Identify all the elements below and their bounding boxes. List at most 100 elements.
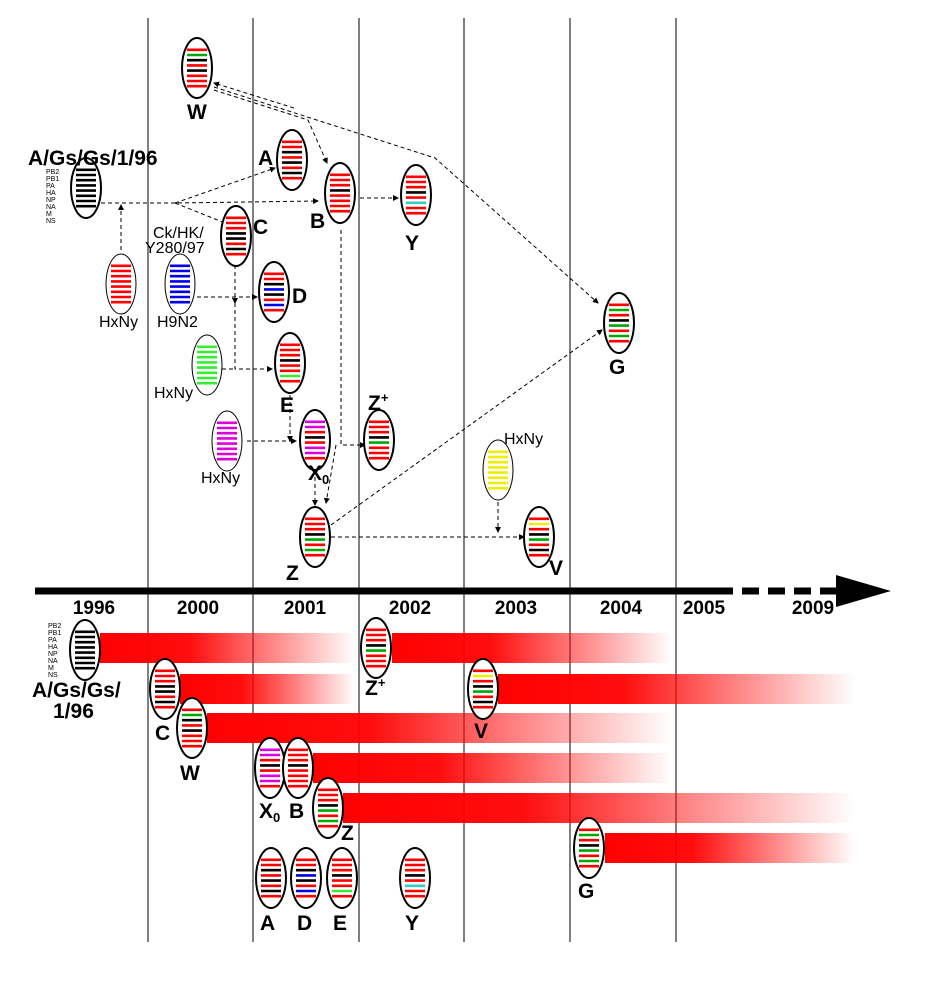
- year-label: 2005: [683, 598, 726, 619]
- oval-outline: [274, 332, 306, 394]
- g-bottom-label: G: [578, 880, 594, 903]
- virus-oval-z: [299, 506, 331, 568]
- zplus-label: Z+: [368, 390, 389, 415]
- year-label: 2009: [792, 598, 834, 619]
- year-label: 2003: [495, 598, 537, 619]
- virus-oval-y: [399, 847, 431, 909]
- virus-oval-agsgs: [70, 157, 102, 219]
- oval-outline: [220, 205, 252, 267]
- year-label: 2000: [177, 598, 219, 619]
- v-label: V: [549, 557, 563, 580]
- virus-oval-h9n2: [164, 253, 196, 315]
- oval-outline: [299, 409, 331, 471]
- virus-oval-zplus: [363, 409, 395, 471]
- oval-outline: [149, 658, 181, 720]
- lineage-bars: [100, 633, 855, 863]
- segment-name: PB1: [48, 630, 61, 637]
- year-grid-lines: [147, 18, 677, 942]
- d-label: D: [292, 285, 307, 308]
- oval-outline: [70, 157, 102, 219]
- labels-bottom: A/Gs/Gs/ 1/96 Z+ C V W X0 B Z G A D E Y: [32, 675, 594, 935]
- virus-oval-zplus: [360, 617, 392, 679]
- timeline-axis: [35, 575, 891, 607]
- h9n2-label: H9N2: [157, 314, 198, 331]
- arrow-to-w: [213, 81, 295, 109]
- ck-label-line1: Ck/HK/: [153, 225, 204, 242]
- hxny-label: HxNy: [99, 314, 138, 331]
- oval-outline: [211, 410, 243, 472]
- oval-outline: [360, 617, 392, 679]
- zplus-superscript: +: [381, 390, 389, 405]
- year-label: 2004: [600, 598, 643, 619]
- oval-outline: [282, 737, 314, 799]
- labels-top: A/Gs/Gs/1/96 HxNy Ck/HK/ Y280/97 H9N2 Hx…: [28, 101, 625, 585]
- segment-name: M: [48, 665, 54, 672]
- virus-oval-z: [312, 777, 344, 839]
- oval-outline: [482, 439, 514, 501]
- oval-outline: [603, 292, 635, 354]
- a-bottom-label: A: [260, 912, 275, 935]
- z-bottom-label: Z: [341, 822, 354, 845]
- x0-bottom-letter: X: [259, 800, 273, 823]
- oval-outline: [164, 253, 196, 315]
- oval-outline: [176, 697, 208, 759]
- oval-outline: [276, 129, 308, 191]
- segment-names-bottom: PB2 PB1 PA HA NP NA M NS: [48, 623, 61, 679]
- hxny-label: HxNy: [154, 385, 193, 402]
- hxny-label: HxNy: [201, 470, 240, 487]
- oval-outline: [290, 847, 322, 909]
- segment-name: NP: [46, 197, 56, 204]
- z-label: Z: [286, 562, 299, 585]
- year-label: 1996: [73, 598, 115, 619]
- hxny-label: HxNy: [504, 431, 543, 448]
- bar-z: [343, 793, 855, 823]
- x0-label: X0: [308, 462, 329, 487]
- virus-oval-hxny_magenta: [211, 410, 243, 472]
- bar-agsgs: [100, 633, 355, 663]
- b-bottom-label: B: [289, 800, 304, 823]
- virus-oval-b: [324, 162, 356, 224]
- zplus-bottom-letter: Z: [365, 677, 378, 700]
- segment-name: PB1: [46, 176, 59, 183]
- lineage-arrows: [101, 81, 603, 540]
- oval-outline: [254, 737, 286, 799]
- arrow-to-c: [174, 202, 231, 226]
- w-bottom-label: W: [180, 762, 200, 785]
- year-labels: 1996 2000 2001 2002 2003 2004 2005 2009: [73, 598, 834, 619]
- bar-g: [605, 833, 855, 863]
- oval-outline: [326, 847, 358, 909]
- agsgs-label: A/Gs/Gs/1/96: [28, 147, 158, 170]
- virus-oval-b: [282, 737, 314, 799]
- segment-name: PB2: [48, 623, 61, 630]
- virus-oval-c: [220, 205, 252, 267]
- x0-bottom-subscript: 0: [273, 810, 280, 825]
- virus-oval-w: [181, 37, 213, 99]
- segment-name: NS: [46, 218, 56, 225]
- oval-outline: [181, 37, 213, 99]
- arrow-b-to-z: [323, 444, 337, 504]
- virus-oval-e: [326, 847, 358, 909]
- virus-oval-d: [290, 847, 322, 909]
- segment-name: NP: [48, 651, 58, 658]
- oval-outline: [523, 506, 555, 568]
- virus-oval-a: [276, 129, 308, 191]
- oval-outline: [255, 847, 287, 909]
- x0-letter: X: [308, 462, 322, 485]
- v-bottom-label: V: [474, 720, 488, 743]
- w-label: W: [187, 101, 207, 124]
- bar-c: [180, 674, 355, 704]
- c-bottom-label: C: [155, 722, 170, 745]
- zplus-letter: Z: [368, 392, 381, 415]
- agsgs-bottom-label-line1: A/Gs/Gs/: [32, 679, 121, 702]
- x0-bottom-label: X0: [259, 800, 280, 825]
- segment-name: M: [46, 211, 52, 218]
- virus-ovals: [69, 37, 635, 909]
- oval-outline: [399, 847, 431, 909]
- y-label: Y: [405, 232, 419, 255]
- arrow-to-e: [234, 303, 273, 372]
- oval-outline: [400, 164, 432, 226]
- oval-outline: [69, 619, 101, 681]
- virus-oval-e: [274, 332, 306, 394]
- segment-name: PA: [48, 637, 57, 644]
